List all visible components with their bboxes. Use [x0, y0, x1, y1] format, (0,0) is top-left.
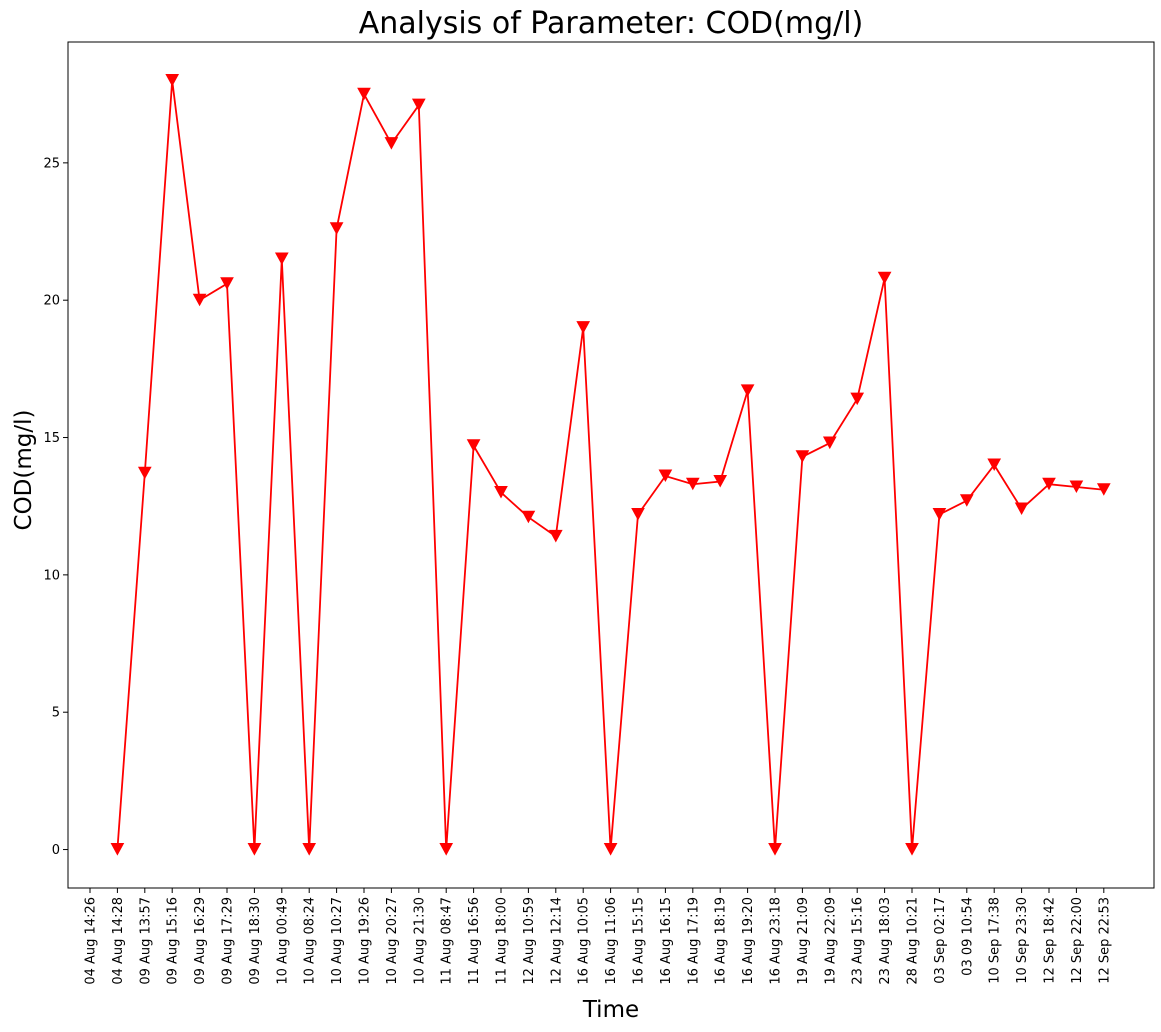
- x-tick-label: 04 Aug 14:28: [111, 897, 126, 985]
- data-point-marker: [959, 494, 974, 507]
- x-tick-label: 16 Aug 19:20: [741, 897, 756, 985]
- series-line: [116, 80, 1104, 850]
- y-axis: 0 5 10 15 20 25: [43, 156, 68, 858]
- x-tick-label: 09 Aug 17:29: [221, 897, 236, 985]
- data-point-marker: [329, 222, 344, 235]
- x-tick-label: 12 Aug 10:59: [522, 897, 537, 985]
- data-point-marker: [411, 98, 426, 112]
- x-tick-label: 11 Aug 18:00: [495, 897, 510, 985]
- data-point-marker: [439, 843, 454, 856]
- y-axis-label: COD(mg/l): [11, 410, 37, 531]
- data-point-marker: [987, 458, 1002, 472]
- data-point-marker: [302, 843, 317, 856]
- series-cod: [110, 73, 1111, 856]
- x-tick-label: 03 Sep 02:17: [933, 897, 948, 984]
- x-tick-label: 16 Aug 10:05: [577, 897, 592, 985]
- x-tick-label: 16 Aug 23:18: [769, 897, 784, 985]
- x-tick-label: 19 Aug 22:09: [823, 897, 838, 985]
- x-tick-label: 12 Sep 22:00: [1070, 897, 1085, 984]
- x-tick-label: 09 Aug 15:16: [166, 897, 181, 985]
- x-tick-label: 16 Aug 15:15: [632, 897, 647, 985]
- x-tick-label: 23 Aug 15:16: [851, 897, 866, 985]
- x-tick-label: 23 Aug 18:03: [878, 897, 893, 985]
- x-tick-label: 19 Aug 21:09: [796, 897, 811, 985]
- data-point-marker: [850, 392, 865, 406]
- x-tick-label: 10 Aug 19:26: [358, 897, 373, 985]
- x-tick-label: 09 Aug 18:30: [248, 897, 263, 985]
- data-point-marker: [877, 271, 892, 285]
- y-tick-label: 15: [43, 431, 60, 446]
- data-point-marker: [713, 474, 728, 488]
- x-tick-label: 28 Aug 10:21: [906, 897, 921, 985]
- x-tick-label: 16 Aug 11:06: [604, 897, 619, 985]
- chart-title: Analysis of Parameter: COD(mg/l): [359, 6, 864, 41]
- data-point-marker: [165, 73, 180, 87]
- data-point-marker: [357, 87, 371, 101]
- x-tick-label: 12 Aug 12:14: [549, 897, 564, 985]
- x-tick-label: 03 09 10:54: [960, 897, 975, 976]
- data-point-marker: [220, 277, 234, 290]
- data-point-marker: [494, 485, 508, 499]
- data-point-marker: [658, 469, 673, 483]
- x-tick-label: 10 Aug 08:24: [303, 897, 318, 985]
- data-point-marker: [932, 507, 947, 521]
- data-point-marker: [1042, 477, 1056, 491]
- data-point-marker: [384, 137, 399, 150]
- x-tick-label: 16 Aug 17:19: [686, 897, 701, 985]
- x-tick-label: 10 Sep 23:30: [1015, 897, 1030, 984]
- data-point-marker: [905, 843, 919, 856]
- y-tick-label: 5: [52, 706, 60, 721]
- x-axis: 04 Aug 14:26 04 Aug 14:28 09 Aug 13:57 09 A…: [84, 888, 1112, 985]
- x-tick-label: 09 Aug 13:57: [138, 897, 153, 985]
- data-point-marker: [548, 529, 563, 543]
- x-tick-label: 12 Sep 22:53: [1097, 897, 1112, 984]
- data-point-marker: [795, 450, 810, 463]
- x-tick-label: 04 Aug 14:26: [84, 897, 99, 985]
- data-point-marker: [768, 843, 782, 856]
- data-point-marker: [110, 843, 125, 856]
- data-point-marker: [685, 477, 700, 491]
- x-tick-label: 11 Aug 16:56: [467, 897, 482, 985]
- data-point-marker: [466, 439, 481, 452]
- data-point-marker: [521, 510, 536, 524]
- y-tick-label: 0: [52, 843, 60, 858]
- x-axis-label: Time: [582, 997, 639, 1023]
- y-tick-label: 25: [43, 156, 60, 171]
- data-point-marker: [603, 843, 618, 856]
- x-tick-label: 11 Aug 08:47: [440, 897, 455, 985]
- x-tick-label: 09 Aug 16:29: [193, 897, 208, 985]
- data-point-marker: [137, 466, 152, 480]
- x-tick-label: 10 Aug 00:49: [275, 897, 290, 985]
- x-tick-label: 10 Aug 21:30: [412, 897, 427, 985]
- data-point-marker: [192, 293, 207, 307]
- data-point-marker: [247, 843, 262, 856]
- x-tick-label: 10 Sep 17:38: [988, 897, 1003, 984]
- data-point-marker: [274, 252, 289, 266]
- data-point-marker: [1096, 483, 1111, 496]
- y-tick-label: 20: [43, 294, 60, 309]
- x-tick-label: 10 Aug 10:27: [330, 897, 345, 985]
- x-tick-label: 12 Sep 18:42: [1043, 897, 1058, 984]
- data-point-marker: [1014, 502, 1029, 515]
- data-point-marker: [1069, 480, 1084, 494]
- y-tick-label: 10: [43, 568, 60, 583]
- data-point-marker: [740, 384, 755, 397]
- data-point-marker: [822, 436, 837, 450]
- x-tick-label: 16 Aug 16:15: [659, 897, 674, 985]
- x-tick-label: 16 Aug 18:19: [714, 897, 729, 985]
- x-tick-label: 10 Aug 20:27: [385, 897, 400, 985]
- data-point-marker: [576, 321, 591, 334]
- data-point-marker: [631, 507, 645, 521]
